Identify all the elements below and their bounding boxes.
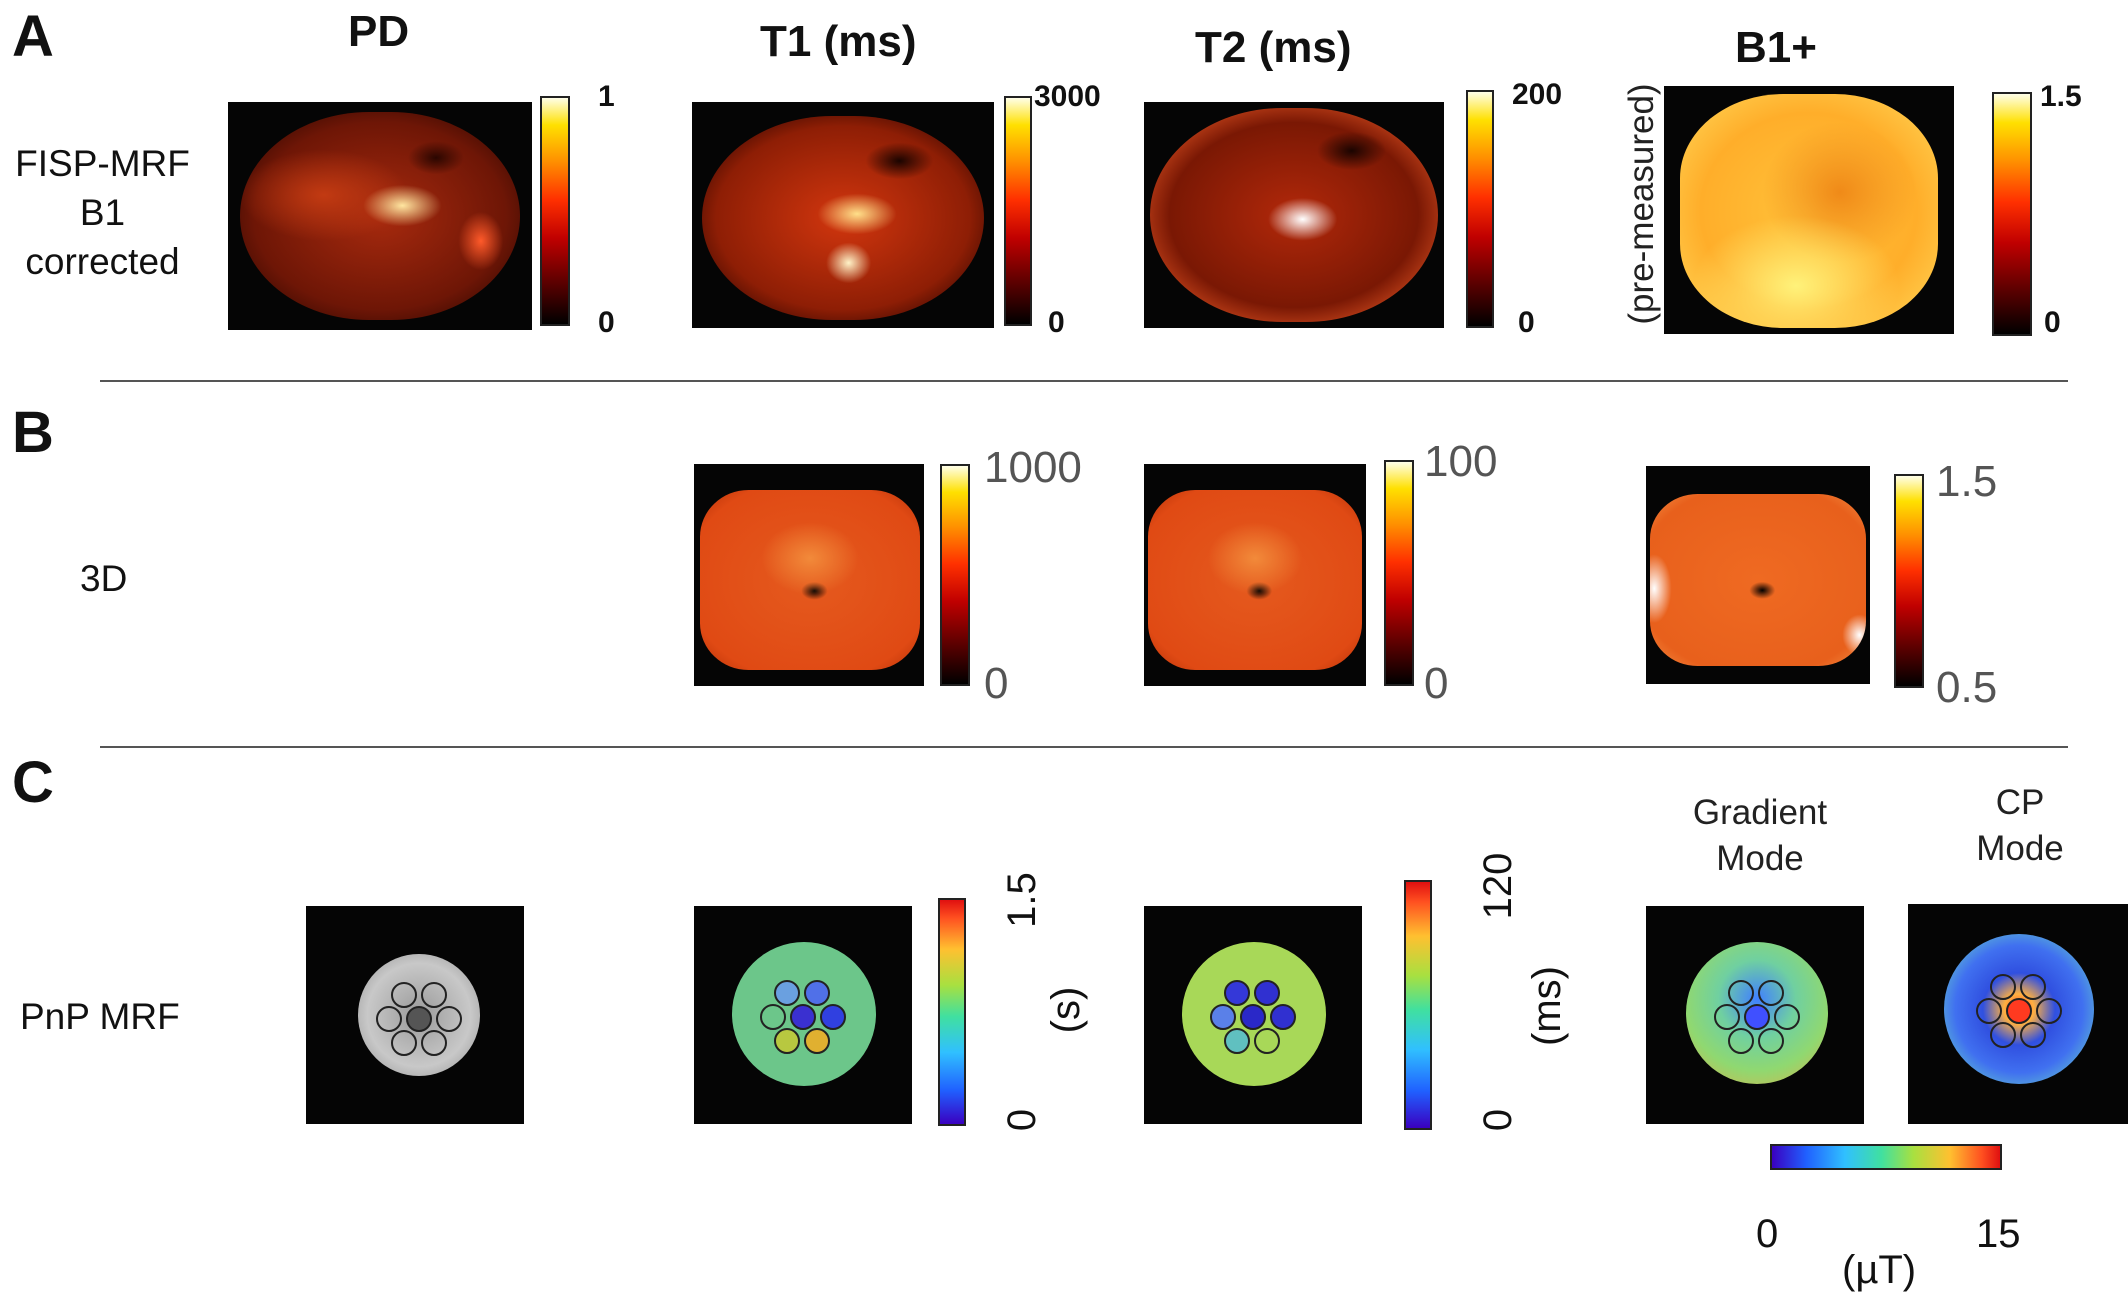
cp-mode-line-1: CP <box>1995 783 2045 822</box>
pnp-t1-colorbar-min: 0 <box>1000 1108 1044 1132</box>
t1-colorbar <box>1004 96 1032 326</box>
pnp-t1-min-wrap: 0 <box>992 1100 1052 1140</box>
separator-b-c <box>100 746 2068 748</box>
t2-map-image <box>1144 102 1444 328</box>
pnp-t1-colorbar <box>938 898 966 1126</box>
pnp-t2-colorbar-min: 0 <box>1476 1108 1520 1132</box>
column-title-pd: PD <box>348 7 410 56</box>
column-title-t1: T1 (ms) <box>760 17 917 66</box>
row-label-fisp-mrf: FISP-MRF B1 corrected <box>0 140 205 286</box>
b1-colorbar <box>1992 92 2032 336</box>
pnp-b1-colorbar-max: 15 <box>1976 1212 2021 1256</box>
column-title-b1: B1+ <box>1735 23 1817 72</box>
b1-map-image <box>1664 86 1954 334</box>
pnp-b1-gradient-image <box>1646 906 1864 1124</box>
t1-colorbar-max: 3000 <box>1034 80 1101 113</box>
t2-colorbar-min: 0 <box>1518 306 1535 339</box>
pd-colorbar <box>540 96 570 326</box>
row-label-line-3: corrected <box>25 240 180 282</box>
row-label-3d: 3D <box>80 558 128 599</box>
panel-letter-c: C <box>12 750 54 815</box>
pnp-t1-unit-wrap: (s) <box>1036 980 1096 1040</box>
pnp-t2-unit-wrap: (ms) <box>1512 966 1582 1046</box>
row-label-line-1: FISP-MRF <box>15 143 190 184</box>
pd-colorbar-max: 1 <box>598 80 615 113</box>
gradient-mode-line-1: Gradient <box>1692 793 1828 832</box>
cp-mode-line-2: Mode <box>1976 828 2064 868</box>
cp-mode-label: CP Mode <box>1950 780 2090 871</box>
panel-letter-a: A <box>12 4 54 69</box>
t1-3d-map-image <box>694 464 924 686</box>
t1-colorbar-min: 0 <box>1048 306 1065 339</box>
b1-3d-colorbar <box>1894 474 1924 688</box>
pnp-b1-cp-image <box>1908 904 2128 1124</box>
separator-a-b <box>100 380 2068 382</box>
pnp-t1-colorbar-max: 1.5 <box>1000 872 1044 928</box>
t1-3d-colorbar <box>940 464 970 686</box>
pnp-b1-colorbar <box>1770 1144 2002 1170</box>
t2-3d-colorbar-max: 100 <box>1424 437 1498 486</box>
b1-3d-colorbar-min: 0.5 <box>1936 663 1998 712</box>
b1-colorbar-max: 1.5 <box>2040 80 2082 113</box>
column-title-t2: T2 (ms) <box>1195 23 1352 72</box>
pnp-t2-max-wrap: 120 <box>1468 853 1528 920</box>
row-label-pnp-mrf: PnP MRF <box>20 996 180 1037</box>
pnp-t1-image <box>694 906 912 1124</box>
b1-3d-colorbar-max: 1.5 <box>1936 457 1998 506</box>
pnp-b1-colorbar-min: 0 <box>1756 1212 1779 1256</box>
pnp-t2-image <box>1144 906 1362 1124</box>
t2-3d-colorbar-min: 0 <box>1424 659 1449 708</box>
t2-3d-map-image <box>1144 464 1366 686</box>
pnp-t2-min-wrap: 0 <box>1468 1100 1528 1140</box>
b1-premeasured-label-wrap: (pre-measured) <box>1622 60 1662 350</box>
pnp-t2-colorbar-unit: (ms) <box>1525 966 1569 1046</box>
b1-3d-map-image <box>1646 466 1870 684</box>
b1-colorbar-min: 0 <box>2044 306 2061 339</box>
pd-map-image <box>228 102 532 330</box>
panel-letter-b: B <box>12 400 54 465</box>
t1-3d-colorbar-max: 1000 <box>984 443 1082 492</box>
pnp-t1-colorbar-unit: (s) <box>1044 986 1088 1034</box>
pnp-t2-colorbar-max: 120 <box>1476 852 1520 920</box>
b1-premeasured-label: (pre-measured) <box>1622 83 1661 325</box>
t1-3d-colorbar-min: 0 <box>984 659 1009 708</box>
pnp-b1-colorbar-unit: (µT) <box>1842 1248 1917 1292</box>
t2-3d-colorbar <box>1384 460 1414 686</box>
row-label-line-2: B1 <box>79 191 126 233</box>
pnp-t2-colorbar <box>1404 880 1432 1130</box>
pd-colorbar-min: 0 <box>598 306 615 339</box>
gradient-mode-line-2: Mode <box>1716 838 1804 878</box>
gradient-mode-label: Gradient Mode <box>1660 790 1860 881</box>
pnp-t1-max-wrap: 1.5 <box>992 870 1052 930</box>
t1-map-image <box>692 102 994 328</box>
pnp-pd-image <box>306 906 524 1124</box>
t2-colorbar <box>1466 90 1494 328</box>
t2-colorbar-max: 200 <box>1512 78 1563 111</box>
